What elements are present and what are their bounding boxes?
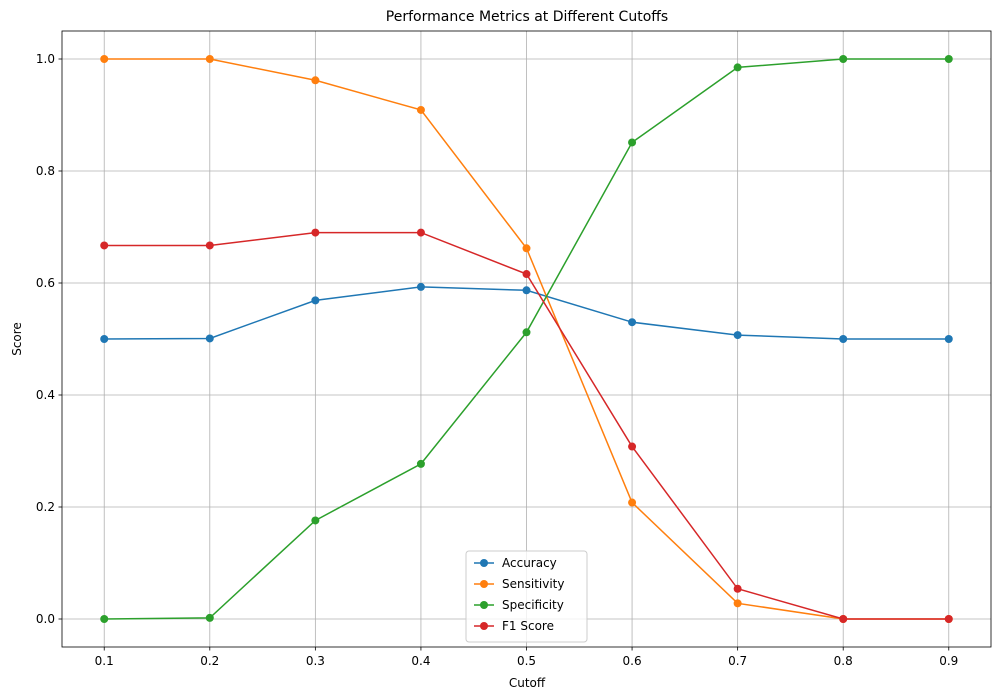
data-point: [205, 241, 214, 250]
data-point: [311, 76, 320, 85]
data-point: [839, 615, 848, 623]
grid: [62, 31, 991, 647]
data-point: [205, 334, 214, 343]
x-tick-label: 0.1: [95, 654, 114, 668]
data-point: [733, 63, 742, 72]
data-point: [416, 228, 425, 237]
data-point: [944, 335, 953, 343]
data-point: [944, 615, 953, 623]
data-point: [205, 613, 214, 622]
y-tick-label: 1.0: [36, 52, 55, 66]
legend-marker: [480, 559, 488, 567]
x-tick-label: 0.8: [834, 654, 853, 668]
y-tick-label: 0.8: [36, 164, 55, 178]
legend-item: Accuracy: [474, 556, 557, 570]
x-tick-label: 0.6: [623, 654, 642, 668]
legend-label: F1 Score: [502, 619, 554, 633]
data-point: [839, 55, 848, 63]
data-point: [522, 328, 531, 337]
data-point: [628, 318, 637, 327]
legend-marker: [480, 601, 488, 609]
data-point: [100, 241, 109, 250]
legend-label: Accuracy: [502, 556, 557, 570]
y-tick-label: 0.0: [36, 612, 55, 626]
data-point: [100, 335, 109, 343]
series-layer: [100, 55, 953, 623]
data-point: [100, 55, 109, 63]
data-point: [628, 442, 637, 451]
data-point: [839, 335, 848, 343]
y-tick-label: 0.6: [36, 276, 55, 290]
legend-box: [465, 550, 588, 643]
data-point: [522, 270, 531, 279]
data-point: [733, 331, 742, 340]
x-tick-label: 0.4: [411, 654, 430, 668]
x-axis: 0.1 0.2 0.3 0.4 0.5 0.6 0.7 0.8 0.9: [95, 647, 958, 668]
legend-item: Sensitivity: [474, 577, 564, 591]
legend-item: F1 Score: [474, 619, 554, 633]
data-point: [628, 498, 637, 507]
legend-marker: [480, 580, 488, 588]
chart-title: Performance Metrics at Different Cutoffs: [386, 9, 668, 25]
data-point: [416, 459, 425, 468]
y-tick-label: 0.2: [36, 500, 55, 514]
legend: Accuracy Sensitivity Specificity F1 Score: [465, 550, 588, 643]
data-point: [522, 244, 531, 253]
x-tick-label: 0.2: [200, 654, 219, 668]
series-f1-score: [100, 228, 953, 623]
y-axis: 0.0 0.2 0.4 0.6 0.8 1.0: [36, 52, 62, 626]
x-tick-label: 0.5: [517, 654, 536, 668]
series-specificity: [100, 55, 953, 623]
data-point: [944, 55, 953, 63]
data-point: [733, 599, 742, 608]
data-point: [416, 105, 425, 114]
series-accuracy: [100, 282, 953, 343]
legend-marker: [480, 622, 488, 630]
data-point: [628, 138, 637, 147]
data-point: [416, 282, 425, 291]
data-point: [522, 286, 531, 295]
x-tick-label: 0.3: [306, 654, 325, 668]
data-point: [311, 296, 320, 305]
x-axis-label: Cutoff: [509, 676, 546, 690]
y-tick-label: 0.4: [36, 388, 55, 402]
legend-item: Specificity: [474, 598, 564, 612]
y-axis-label: Score: [10, 322, 24, 356]
data-point: [100, 615, 109, 623]
legend-label: Sensitivity: [502, 577, 564, 591]
x-tick-label: 0.9: [939, 654, 958, 668]
data-point: [311, 228, 320, 237]
legend-label: Specificity: [502, 598, 564, 612]
data-point: [205, 55, 214, 63]
x-tick-label: 0.7: [728, 654, 747, 668]
data-point: [733, 584, 742, 593]
data-point: [311, 516, 320, 525]
